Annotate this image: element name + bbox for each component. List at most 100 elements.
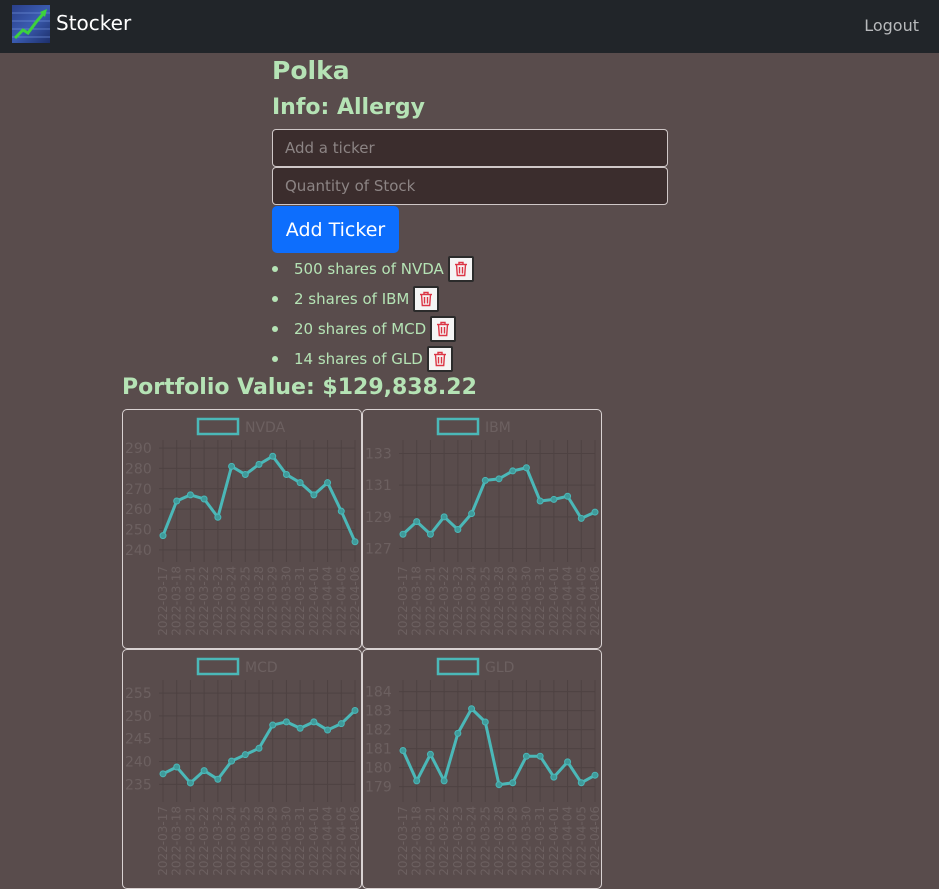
- x-tick-label: 2022-04-06: [588, 566, 602, 636]
- data-point: [324, 479, 332, 487]
- data-point: [173, 497, 181, 505]
- data-point: [399, 530, 407, 538]
- data-point: [564, 492, 572, 500]
- data-point: [454, 526, 462, 533]
- data-point: [200, 767, 208, 775]
- delete-holding-button[interactable]: [447, 256, 474, 282]
- x-tick-label: 2022-04-01: [547, 806, 561, 876]
- add-ticker-button[interactable]: Add Ticker: [272, 206, 399, 253]
- y-tick-label: 184: [365, 685, 392, 701]
- y-tick-label: 245: [125, 732, 152, 748]
- list-item: 20 shares of MCD: [272, 314, 474, 344]
- data-point: [214, 775, 222, 783]
- x-tick-label: 2022-03-22: [437, 806, 451, 876]
- chart-nvda: NVDA 240 250 260 270 280 290 2022-03-17 2022-03-…: [122, 409, 362, 649]
- y-tick-label: 240: [125, 543, 152, 559]
- logout-link[interactable]: Logout: [864, 16, 919, 35]
- x-tick-label: 2022-03-18: [170, 566, 184, 636]
- list-item: 500 shares of NVDA: [272, 254, 474, 284]
- x-tick-label: 2022-03-28: [492, 566, 506, 636]
- chart-gld: GLD 179 180 181 182 183 184 2022-03-17 2022-03-1…: [362, 649, 602, 889]
- data-point: [440, 777, 448, 785]
- x-tick-label: 2022-03-21: [423, 566, 437, 636]
- y-tick-label: 181: [365, 742, 392, 758]
- data-point: [269, 721, 277, 729]
- legend-swatch: [196, 657, 240, 676]
- data-point: [200, 495, 208, 503]
- x-tick-label: 2022-03-23: [211, 566, 225, 636]
- x-tick-label: 2022-04-01: [307, 806, 321, 876]
- holding-text: 500 shares of NVDA: [294, 260, 444, 278]
- data-point: [337, 720, 345, 728]
- x-tick-label: 2022-04-04: [561, 566, 575, 636]
- holding-text: 14 shares of GLD: [294, 350, 423, 368]
- x-tick-label: 2022-03-28: [252, 566, 266, 636]
- x-tick-label: 2022-03-31: [533, 566, 547, 636]
- brand-name[interactable]: Stocker: [56, 11, 132, 35]
- x-tick-label: 2022-04-05: [334, 806, 348, 876]
- data-point: [564, 758, 572, 766]
- legend-label: IBM: [485, 420, 511, 436]
- x-tick-label: 2022-04-01: [307, 566, 321, 636]
- stock-chart-logo-icon[interactable]: [12, 5, 50, 43]
- y-tick-label: 182: [365, 723, 392, 739]
- data-point: [413, 777, 421, 785]
- data-point: [454, 729, 462, 737]
- data-point: [241, 471, 249, 479]
- y-tick-label: 180: [365, 761, 392, 777]
- bullet-icon: [272, 296, 278, 302]
- x-tick-label: 2022-03-23: [451, 806, 465, 876]
- x-tick-label: 2022-03-18: [410, 806, 424, 876]
- data-point: [577, 514, 585, 522]
- data-point: [255, 460, 263, 468]
- x-tick-label: 2022-04-01: [547, 566, 561, 636]
- x-tick-label: 2022-03-29: [506, 806, 520, 876]
- holding-text: 2 shares of IBM: [294, 290, 410, 308]
- x-tick-label: 2022-03-24: [465, 566, 479, 636]
- delete-holding-button[interactable]: [413, 286, 440, 312]
- data-point: [550, 495, 558, 503]
- x-tick-label: 2022-03-30: [519, 566, 533, 636]
- y-tick-label: 131: [365, 478, 392, 494]
- holding-text: 20 shares of MCD: [294, 320, 427, 338]
- x-tick-label: 2022-03-23: [451, 566, 465, 636]
- quantity-input[interactable]: [272, 167, 668, 205]
- navbar: Stocker Logout: [0, 0, 939, 53]
- x-tick-label: 2022-03-28: [492, 806, 506, 876]
- x-tick-label: 2022-03-25: [238, 566, 252, 636]
- data-point: [351, 706, 359, 714]
- bullet-icon: [272, 356, 278, 362]
- legend-label: MCD: [245, 660, 278, 676]
- x-tick-label: 2022-03-30: [279, 806, 293, 876]
- data-point: [269, 452, 277, 460]
- ticker-input[interactable]: [272, 129, 668, 167]
- data-point: [536, 752, 544, 760]
- trash-icon: [433, 351, 446, 367]
- y-tick-label: 270: [125, 482, 152, 498]
- y-tick-label: 290: [125, 441, 152, 457]
- y-tick-label: 250: [125, 709, 152, 725]
- x-tick-label: 2022-04-04: [321, 806, 335, 876]
- x-tick-label: 2022-03-22: [197, 806, 211, 876]
- data-point: [591, 771, 599, 779]
- delete-holding-button[interactable]: [426, 346, 453, 372]
- x-tick-label: 2022-03-21: [183, 566, 197, 636]
- x-tick-label: 2022-03-31: [293, 566, 307, 636]
- data-point: [310, 491, 318, 499]
- data-point: [296, 724, 304, 732]
- x-tick-label: 2022-03-23: [211, 806, 225, 876]
- list-item: 14 shares of GLD: [272, 344, 474, 374]
- portfolio-value: Portfolio Value: $129,838.22: [122, 375, 477, 400]
- data-point: [324, 726, 332, 734]
- data-point: [413, 518, 421, 526]
- x-tick-label: 2022-04-04: [321, 566, 335, 636]
- data-point: [426, 530, 434, 538]
- data-point: [337, 507, 345, 515]
- list-item: 2 shares of IBM: [272, 284, 474, 314]
- data-point: [282, 471, 290, 479]
- x-tick-label: 2022-04-05: [334, 566, 348, 636]
- x-tick-label: 2022-03-18: [410, 566, 424, 636]
- delete-holding-button[interactable]: [430, 316, 457, 342]
